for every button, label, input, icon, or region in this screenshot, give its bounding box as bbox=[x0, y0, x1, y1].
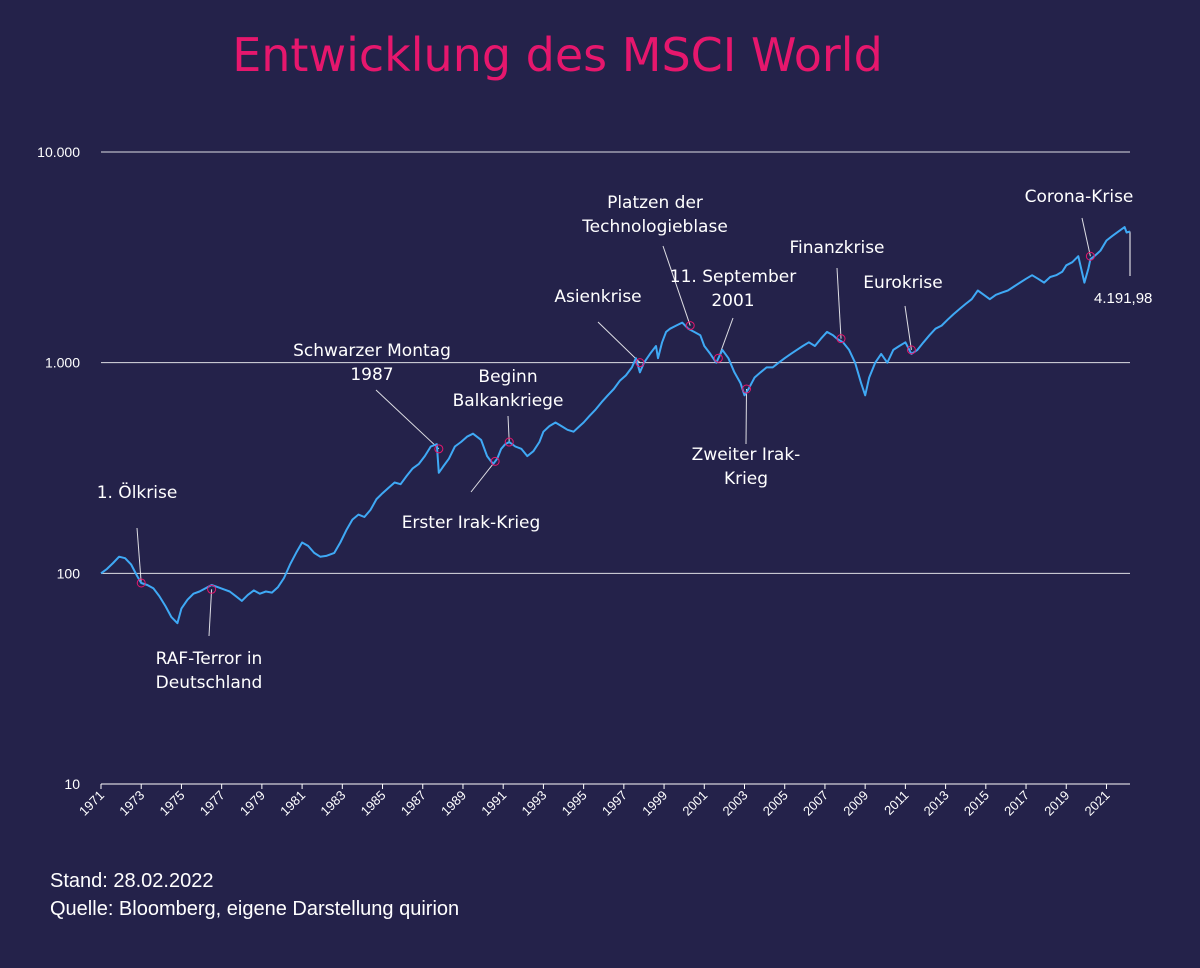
x-tick-label: 2017 bbox=[1001, 788, 1032, 819]
x-tick-label: 2021 bbox=[1082, 788, 1113, 819]
annotation-leader bbox=[745, 388, 748, 445]
x-tick-label: 2015 bbox=[961, 788, 992, 819]
annotation-leader bbox=[136, 527, 142, 584]
annotation-leader bbox=[1081, 217, 1091, 257]
x-tick-label: 2013 bbox=[921, 788, 952, 819]
annotation-marker bbox=[1085, 251, 1095, 261]
annotation-label: Technologieblase bbox=[581, 217, 728, 237]
annotation-label: Erster Irak-Krieg bbox=[402, 513, 541, 533]
annotation-marker bbox=[207, 584, 217, 594]
x-tick-label: 2007 bbox=[800, 788, 831, 819]
x-tick-label: 1981 bbox=[277, 788, 308, 819]
annotation-marker bbox=[635, 358, 645, 368]
x-tick-label: 1979 bbox=[237, 788, 268, 819]
x-tick-label: 1977 bbox=[197, 788, 228, 819]
annotation-leader bbox=[662, 245, 691, 326]
annotation-leader bbox=[470, 461, 496, 493]
x-tick-label: 1999 bbox=[639, 788, 670, 819]
annotation-marker bbox=[136, 578, 146, 588]
annotation-leader bbox=[375, 389, 440, 450]
footer-stand: Stand: 28.02.2022 bbox=[50, 870, 214, 892]
x-tick-label: 1997 bbox=[599, 788, 630, 819]
x-tick-label: 2019 bbox=[1041, 788, 1072, 819]
annotation-label: Beginn bbox=[478, 367, 537, 387]
x-tick-label: 1989 bbox=[438, 788, 469, 819]
annotation-marker bbox=[685, 321, 695, 331]
annotation-marker bbox=[906, 345, 916, 355]
annotation-marker bbox=[504, 437, 514, 447]
annotation-marker bbox=[434, 444, 444, 454]
x-tick-label: 2005 bbox=[760, 788, 791, 819]
annotation-label: 11. September bbox=[670, 267, 796, 287]
annotation-marker bbox=[713, 353, 723, 363]
x-tick-label: 1983 bbox=[317, 788, 348, 819]
x-tick-label: 1973 bbox=[116, 788, 147, 819]
x-tick-label: 1991 bbox=[478, 788, 509, 819]
x-tick-label: 1975 bbox=[157, 788, 188, 819]
x-tick-label: 2001 bbox=[679, 788, 710, 819]
annotation-label: RAF-Terror in bbox=[156, 649, 263, 669]
chart-title: Entwicklung des MSCI World bbox=[232, 28, 883, 82]
x-tick-label: 1993 bbox=[518, 788, 549, 819]
annotation-leader bbox=[904, 305, 912, 350]
annotation-label: Schwarzer Montag bbox=[293, 341, 451, 361]
y-tick-label: 10 bbox=[64, 776, 80, 792]
x-tick-label: 2003 bbox=[720, 788, 751, 819]
x-tick-label: 1995 bbox=[559, 788, 590, 819]
x-tick-label: 1987 bbox=[398, 788, 429, 819]
annotation-marker bbox=[836, 334, 846, 344]
annotation-marker bbox=[742, 384, 752, 394]
annotation-leader bbox=[836, 267, 842, 339]
annotation-leader bbox=[208, 589, 213, 637]
footer-source: Quelle: Bloomberg, eigene Darstellung qu… bbox=[50, 898, 460, 920]
annotation-label: Corona-Krise bbox=[1025, 187, 1134, 207]
y-tick-label: 100 bbox=[57, 565, 81, 581]
annotation-label: Eurokrise bbox=[863, 273, 942, 293]
annotation-label: 2001 bbox=[711, 291, 754, 311]
annotation-label: Finanzkrise bbox=[789, 238, 884, 258]
annotation-label: Zweiter Irak- bbox=[692, 445, 801, 465]
annotation-label: Krieg bbox=[724, 469, 768, 489]
annotation-label: Asienkrise bbox=[554, 287, 641, 307]
x-tick-label: 2009 bbox=[840, 788, 871, 819]
annotation-label: Balkankriege bbox=[453, 391, 564, 411]
annotation-label: Deutschland bbox=[156, 673, 263, 693]
annotation-leader bbox=[597, 321, 641, 364]
annotation-marker bbox=[490, 456, 500, 466]
x-tick-label: 1985 bbox=[358, 788, 389, 819]
x-tick-label: 1971 bbox=[76, 788, 107, 819]
annotation-label: 1987 bbox=[350, 365, 393, 385]
annotation-label: Platzen der bbox=[607, 193, 703, 213]
x-tick-label: 2011 bbox=[881, 788, 911, 818]
y-tick-label: 1.000 bbox=[45, 355, 80, 371]
y-tick-label: 10.000 bbox=[37, 144, 80, 160]
msci-world-line bbox=[100, 226, 1131, 625]
annotation-label: 1. Ölkrise bbox=[97, 481, 178, 503]
end-value-label: 4.191,98 bbox=[1094, 290, 1152, 307]
